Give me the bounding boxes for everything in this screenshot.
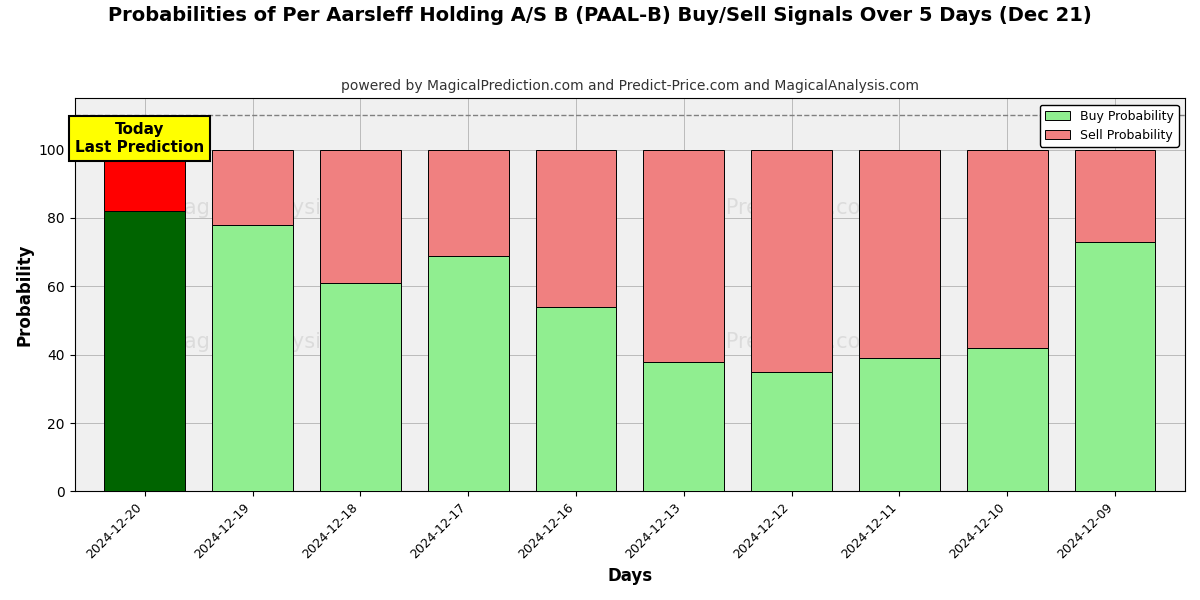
Bar [967, 348, 1048, 491]
Title: powered by MagicalPrediction.com and Predict-Price.com and MagicalAnalysis.com: powered by MagicalPrediction.com and Pre… [341, 79, 919, 93]
Bar [643, 362, 724, 491]
Bar [751, 372, 832, 491]
Bar [643, 149, 724, 362]
Bar [859, 149, 940, 358]
Bar [104, 149, 185, 211]
Bar [212, 149, 293, 225]
Bar [427, 149, 509, 256]
Bar [1074, 242, 1156, 491]
Bar [535, 307, 617, 491]
Bar [535, 149, 617, 307]
Bar [967, 149, 1048, 348]
Text: MagicalPrediction.com: MagicalPrediction.com [646, 332, 881, 352]
Bar [212, 225, 293, 491]
Text: Today
Last Prediction: Today Last Prediction [74, 122, 204, 155]
Bar [320, 149, 401, 283]
Bar [427, 256, 509, 491]
Text: MagicalAnalysis.com: MagicalAnalysis.com [166, 199, 383, 218]
Bar [320, 283, 401, 491]
Text: MagicalAnalysis.com: MagicalAnalysis.com [166, 332, 383, 352]
Legend: Buy Probability, Sell Probability: Buy Probability, Sell Probability [1040, 104, 1178, 147]
X-axis label: Days: Days [607, 567, 653, 585]
Bar [859, 358, 940, 491]
Text: MagicalPrediction.com: MagicalPrediction.com [646, 199, 881, 218]
Bar [104, 211, 185, 491]
Bar [1074, 149, 1156, 242]
Text: Probabilities of Per Aarsleff Holding A/S B (PAAL-B) Buy/Sell Signals Over 5 Day: Probabilities of Per Aarsleff Holding A/… [108, 6, 1092, 25]
Y-axis label: Probability: Probability [16, 244, 34, 346]
Bar [751, 149, 832, 372]
